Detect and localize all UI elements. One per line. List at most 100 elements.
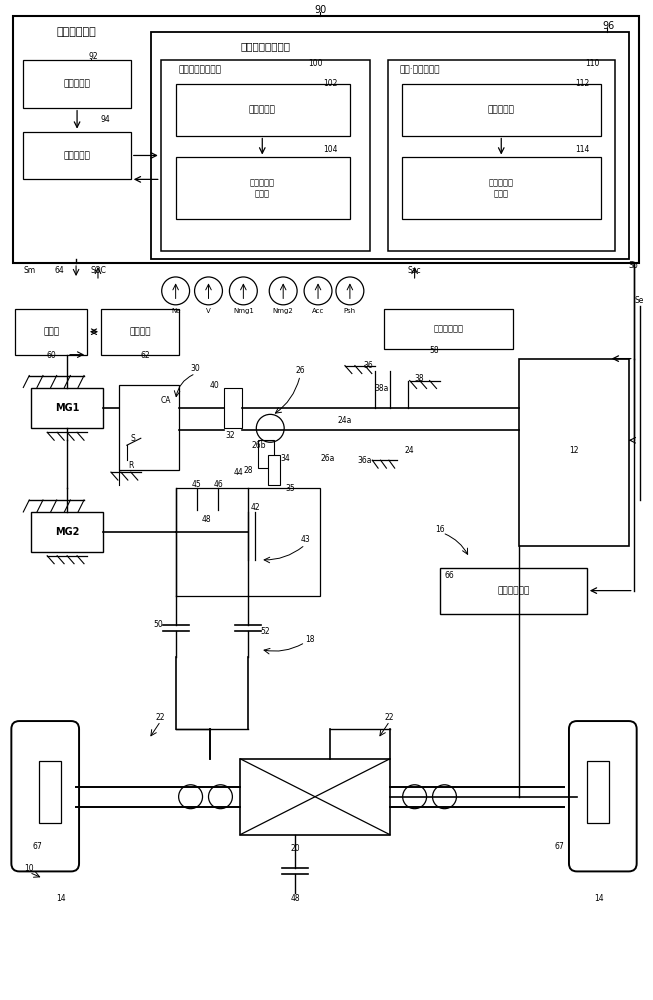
Text: 12: 12 <box>569 446 579 455</box>
Text: 滤波修正部: 滤波修正部 <box>249 105 276 114</box>
Bar <box>13 16 639 263</box>
Bar <box>225 388 242 428</box>
Text: Se: Se <box>635 296 645 305</box>
Text: V: V <box>206 308 211 314</box>
Text: Ne: Ne <box>171 308 180 314</box>
Text: 102: 102 <box>323 79 337 88</box>
Text: 发动机旋转
滤波部: 发动机旋转 滤波部 <box>488 179 514 198</box>
Text: 48: 48 <box>291 894 300 903</box>
Bar <box>176 488 320 596</box>
Text: 逆变器: 逆变器 <box>43 327 59 336</box>
Text: 58: 58 <box>430 346 439 355</box>
Text: 22: 22 <box>156 713 165 722</box>
Text: 26: 26 <box>295 366 305 375</box>
Text: 失火·异响检测部: 失火·异响检测部 <box>400 65 440 74</box>
Text: 22: 22 <box>385 713 394 722</box>
Text: 94: 94 <box>100 115 110 124</box>
Text: 48: 48 <box>202 515 212 524</box>
Text: 90: 90 <box>314 5 326 15</box>
Text: 32: 32 <box>225 431 235 440</box>
Text: 26a: 26a <box>321 454 335 463</box>
Text: Acc: Acc <box>312 308 325 314</box>
Bar <box>15 309 87 355</box>
Text: Sac: Sac <box>408 266 421 275</box>
Text: 34: 34 <box>280 454 290 463</box>
Text: 50: 50 <box>154 620 164 629</box>
Text: 28: 28 <box>244 466 253 475</box>
Text: Sb: Sb <box>629 261 639 270</box>
Bar <box>439 568 587 614</box>
Bar <box>151 32 629 259</box>
Text: 67: 67 <box>33 842 42 851</box>
Text: 40: 40 <box>210 381 219 390</box>
Bar <box>31 388 103 428</box>
Bar <box>402 84 601 136</box>
FancyBboxPatch shape <box>11 721 79 871</box>
Bar <box>119 385 179 470</box>
Text: 52: 52 <box>261 627 270 636</box>
Bar <box>402 157 601 219</box>
Text: 45: 45 <box>192 480 201 489</box>
Text: 112: 112 <box>575 79 589 88</box>
Text: 16: 16 <box>435 525 444 534</box>
FancyBboxPatch shape <box>569 721 637 871</box>
Text: 发动机关联控制部: 发动机关联控制部 <box>240 41 291 51</box>
Text: 14: 14 <box>594 894 603 903</box>
Text: 36: 36 <box>363 361 373 370</box>
Text: 104: 104 <box>323 145 337 154</box>
Bar <box>384 309 513 349</box>
Bar <box>176 84 350 136</box>
Text: 67: 67 <box>554 842 564 851</box>
Bar <box>101 309 179 355</box>
Bar <box>519 359 629 546</box>
Text: 38a: 38a <box>375 384 389 393</box>
Text: 46: 46 <box>214 480 223 489</box>
Bar <box>39 761 61 823</box>
Text: 62: 62 <box>141 351 151 360</box>
Bar <box>31 512 103 552</box>
Text: 发动机旋转
滤波部: 发动机旋转 滤波部 <box>250 179 275 198</box>
Bar <box>24 60 131 108</box>
Text: SOC: SOC <box>90 266 106 275</box>
Text: S: S <box>131 434 135 443</box>
Bar <box>388 60 614 251</box>
Text: Psh: Psh <box>344 308 356 314</box>
Text: 自动制动系统: 自动制动系统 <box>497 586 530 595</box>
Bar <box>240 759 390 835</box>
Text: 特性存储部: 特性存储部 <box>63 151 91 160</box>
Text: R: R <box>128 461 133 470</box>
Text: 24: 24 <box>405 446 415 455</box>
Text: 14: 14 <box>56 894 66 903</box>
Text: 18: 18 <box>306 635 315 644</box>
Bar <box>587 761 609 823</box>
Bar <box>259 440 274 468</box>
Bar <box>176 157 350 219</box>
Bar <box>24 132 131 179</box>
Text: 30: 30 <box>191 364 200 373</box>
Text: 36a: 36a <box>358 456 372 465</box>
Text: 92: 92 <box>88 52 98 61</box>
Text: Nmg1: Nmg1 <box>233 308 254 314</box>
Text: 10: 10 <box>24 864 34 873</box>
Text: MG2: MG2 <box>55 527 79 537</box>
Text: 64: 64 <box>54 266 64 275</box>
Text: 蓄电装置: 蓄电装置 <box>129 327 151 336</box>
Bar <box>161 60 370 251</box>
Text: 24a: 24a <box>338 416 352 425</box>
Text: 发动机旋转驱动部: 发动机旋转驱动部 <box>179 65 221 74</box>
Text: 42: 42 <box>251 503 260 512</box>
Text: 38: 38 <box>415 374 424 383</box>
Text: 35: 35 <box>285 484 295 493</box>
Text: 电子控制装置: 电子控制装置 <box>56 27 96 37</box>
Text: 26b: 26b <box>251 441 266 450</box>
Text: 114: 114 <box>575 145 589 154</box>
Text: 100: 100 <box>308 59 323 68</box>
Text: MG1: MG1 <box>55 403 79 413</box>
Text: Nmg2: Nmg2 <box>273 308 294 314</box>
Text: 20: 20 <box>291 844 300 853</box>
Text: 96: 96 <box>603 21 615 31</box>
Text: 110: 110 <box>586 59 600 68</box>
Text: 滤波修正部: 滤波修正部 <box>488 105 515 114</box>
Text: CA: CA <box>161 396 171 405</box>
Text: 60: 60 <box>46 351 56 360</box>
